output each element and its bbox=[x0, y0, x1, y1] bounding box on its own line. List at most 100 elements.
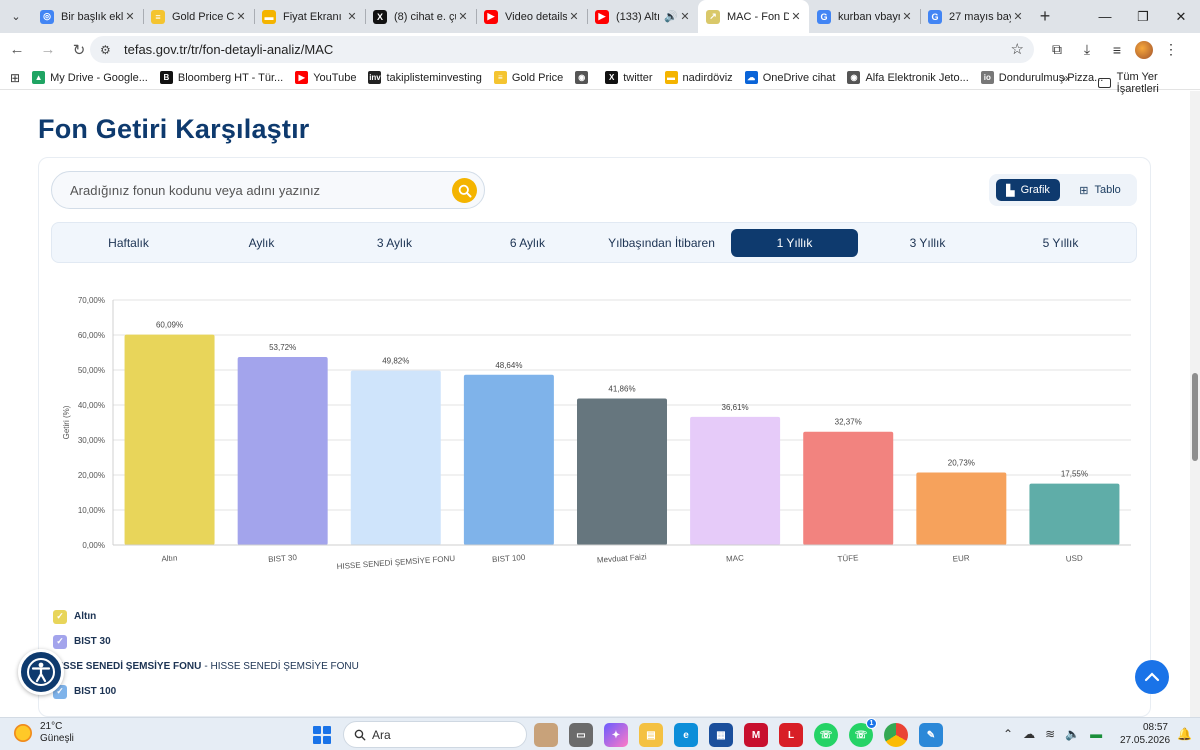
tab-close-icon[interactable]: ✕ bbox=[236, 11, 246, 23]
period-tab[interactable]: Haftalık bbox=[108, 236, 149, 250]
bar-value-label: 49,82% bbox=[382, 357, 409, 366]
bookmark-star-icon[interactable]: ☆ bbox=[1010, 41, 1024, 58]
back-arrow-icon[interactable]: ← bbox=[9, 41, 25, 58]
bookmark-item[interactable]: ≡ Gold Price bbox=[493, 71, 563, 84]
profile-avatar[interactable] bbox=[1135, 40, 1153, 59]
wifi-icon[interactable]: ≋ bbox=[1045, 727, 1056, 741]
scroll-to-top-button[interactable] bbox=[1135, 660, 1169, 694]
search-input[interactable]: Aradığınız fonun kodunu veya adını yazın… bbox=[70, 183, 321, 198]
period-tab[interactable]: Aylık bbox=[248, 236, 275, 250]
bookmark-item[interactable]: ▬ nadirdöviz bbox=[664, 71, 733, 84]
restore-icon[interactable]: ❐ bbox=[1137, 9, 1149, 24]
browser-tab[interactable]: G 27 mayıs bay ✕ bbox=[920, 0, 1031, 33]
bookmark-favicon-icon: ▬ bbox=[664, 71, 678, 84]
new-tab-plus-icon[interactable]: + bbox=[1039, 6, 1051, 26]
legend-item[interactable]: ✓ BIST 100 bbox=[53, 679, 359, 704]
tab-audio-icon[interactable]: 🔊 bbox=[664, 11, 678, 23]
extensions-puzzle-icon[interactable]: ⧉ bbox=[1052, 41, 1062, 57]
browser-tab[interactable]: ↗ MAC - Fon D ✕ bbox=[698, 0, 809, 33]
bookmark-item[interactable]: B Bloomberg HT - Tür... bbox=[159, 71, 283, 84]
period-tab[interactable]: 3 Yıllık bbox=[909, 236, 946, 250]
tab-close-icon[interactable]: ✕ bbox=[791, 11, 801, 23]
browser-tab[interactable]: ≡ Gold Price Ch ✕ bbox=[143, 0, 254, 33]
site-info-icon[interactable]: ⚙ bbox=[100, 42, 111, 57]
bookmark-item[interactable]: ☁ OneDrive cihat bbox=[744, 71, 835, 84]
legend-item[interactable]: ✓ Altın bbox=[53, 604, 359, 629]
period-tab[interactable]: 1 Yıllık bbox=[731, 229, 858, 257]
tablo-view-button[interactable]: ⊞ Tablo bbox=[1069, 179, 1131, 201]
taskbar-app-paint-icon[interactable]: ✎ bbox=[919, 723, 943, 747]
tab-close-icon[interactable]: ✕ bbox=[347, 11, 357, 23]
browser-tab[interactable]: ▶ (133) Altı 🔊 ✕ bbox=[587, 0, 698, 33]
address-bar[interactable]: ⚙ tefas.gov.tr/tr/fon-detayli-analiz/MAC… bbox=[90, 36, 1034, 63]
tab-title: (8) cihat e. çu bbox=[394, 10, 456, 23]
browser-tab[interactable]: ◎ Bir başlık ekle ✕ bbox=[32, 0, 143, 33]
taskbar-app-l-icon[interactable]: L bbox=[779, 723, 803, 747]
search-button[interactable] bbox=[452, 178, 477, 203]
tray-meet-icon[interactable]: ☁ bbox=[1023, 727, 1036, 741]
tab-close-icon[interactable]: ✕ bbox=[902, 11, 912, 23]
tray-chevron-up-icon[interactable]: ⌃ bbox=[1003, 727, 1014, 741]
tab-close-icon[interactable]: ✕ bbox=[1013, 11, 1023, 23]
download-icon[interactable]: ⤓ bbox=[1083, 41, 1091, 57]
bookmark-favicon-icon: ▶ bbox=[295, 71, 309, 84]
taskbar-app-file-explorer-icon[interactable]: ▤ bbox=[639, 723, 663, 747]
taskbar-app-edge-icon[interactable]: e bbox=[674, 723, 698, 747]
bookmark-item[interactable]: io Dondurulmuş Pizza... bbox=[980, 71, 1103, 84]
close-window-icon[interactable]: ✕ bbox=[1175, 9, 1187, 24]
tab-search-chevron-icon[interactable]: ⌄ bbox=[11, 11, 21, 23]
minimize-icon[interactable]: — bbox=[1098, 9, 1112, 24]
tab-close-icon[interactable]: ✕ bbox=[569, 11, 579, 23]
period-tab[interactable]: 5 Yıllık bbox=[1042, 236, 1079, 250]
taskbar-clock[interactable]: 08:57 27.05.2026 bbox=[1120, 721, 1170, 747]
period-tab[interactable]: 6 Aylık bbox=[509, 236, 546, 250]
weather-widget[interactable]: 21°C Güneşli bbox=[14, 721, 74, 745]
bookmarks-overflow-icon[interactable]: » bbox=[1062, 71, 1069, 85]
legend-item[interactable]: ✓ BIST 30 bbox=[53, 629, 359, 654]
taskbar-app-whatsapp-business-icon[interactable]: ☏ 1 bbox=[849, 718, 877, 747]
taskbar-app-copilot-icon[interactable]: ✦ bbox=[604, 723, 628, 747]
bookmark-item[interactable]: inv takiplisteminvesting bbox=[368, 71, 482, 84]
forward-arrow-icon[interactable]: → bbox=[40, 41, 56, 58]
tab-close-icon[interactable]: ✕ bbox=[458, 11, 468, 23]
grafik-view-button[interactable]: ▙ Grafik bbox=[996, 179, 1060, 201]
bookmark-item[interactable]: ▲ My Drive - Google... bbox=[32, 71, 148, 84]
period-tab[interactable]: Yılbaşından İtibaren bbox=[608, 236, 715, 250]
taskbar-search[interactable]: Ara bbox=[343, 721, 527, 748]
taskbar-app-widget-icon[interactable] bbox=[534, 723, 558, 747]
legend-checkbox[interactable]: ✓ bbox=[53, 609, 67, 624]
bookmark-item[interactable]: ◉ bbox=[575, 71, 593, 84]
tab-close-icon[interactable]: ✕ bbox=[125, 11, 135, 23]
reload-icon[interactable]: ↻ bbox=[72, 41, 86, 59]
legend-checkbox[interactable]: ✓ bbox=[53, 634, 67, 649]
accessibility-button[interactable] bbox=[18, 649, 64, 695]
reading-list-icon[interactable]: ≡ bbox=[1112, 41, 1122, 58]
battery-icon[interactable]: ▬ bbox=[1090, 727, 1103, 741]
y-tick-label: 40,00% bbox=[78, 401, 105, 410]
notification-bell-icon[interactable]: 🔔 bbox=[1177, 727, 1192, 741]
fund-search-box[interactable]: Aradığınız fonun kodunu veya adını yazın… bbox=[51, 171, 485, 209]
browser-tab[interactable]: ▬ Fiyat Ekranı - ✕ bbox=[254, 0, 365, 33]
bookmark-item[interactable]: ▶ YouTube bbox=[295, 71, 356, 84]
apps-grid-icon[interactable]: ⊞ bbox=[10, 70, 21, 85]
volume-icon[interactable]: 🔈 bbox=[1065, 727, 1081, 741]
all-bookmarks[interactable]: Tüm Yer İşaretleri bbox=[1098, 71, 1200, 95]
scrollbar-thumb[interactable] bbox=[1192, 373, 1198, 461]
page-scrollbar[interactable] bbox=[1190, 91, 1200, 717]
windows-start-icon[interactable] bbox=[313, 726, 331, 744]
taskbar-app-mcafee-icon[interactable]: M bbox=[744, 723, 768, 747]
tab-close-icon[interactable]: ✕ bbox=[680, 11, 690, 23]
legend-item[interactable]: HISSE SENEDİ ŞEMSİYE FONU - HISSE SENEDİ … bbox=[53, 654, 359, 679]
period-tab[interactable]: 3 Aylık bbox=[376, 236, 413, 250]
taskbar-app-whatsapp-icon[interactable]: ☏ bbox=[814, 723, 838, 747]
taskbar-app-store-icon[interactable]: ▦ bbox=[709, 723, 733, 747]
taskbar-app-chrome-icon[interactable] bbox=[884, 723, 908, 747]
browser-tab[interactable]: ▶ Video details ✕ bbox=[476, 0, 587, 33]
browser-menu-icon[interactable]: ⋮ bbox=[1164, 41, 1178, 57]
taskbar-app-taskview-icon[interactable]: ▭ bbox=[569, 723, 593, 747]
bookmark-favicon-icon: B bbox=[159, 71, 173, 84]
bookmark-item[interactable]: ◉ Alfa Elektronik Jeto... bbox=[847, 71, 969, 84]
browser-tab[interactable]: X (8) cihat e. çu ✕ bbox=[365, 0, 476, 33]
